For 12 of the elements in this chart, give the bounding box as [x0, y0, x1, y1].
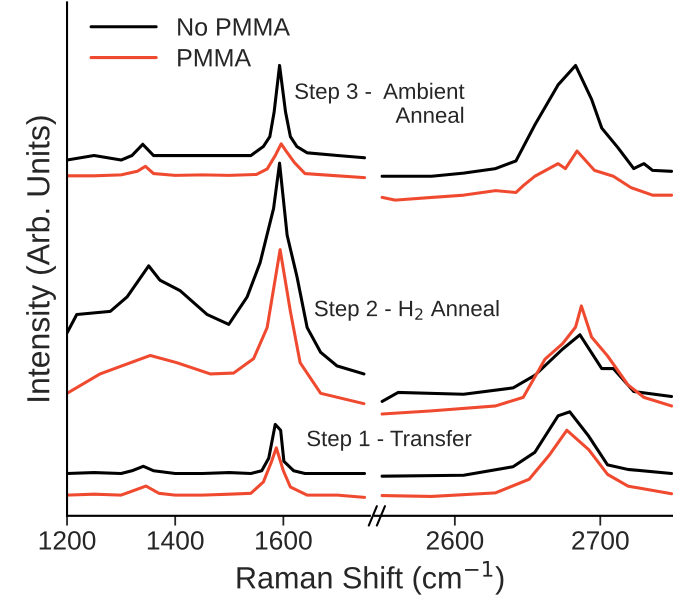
annotation: Step 3 - Ambient Anneal [295, 82, 464, 124]
legend-label: No PMMA [178, 18, 290, 36]
x-tick-label: 2700 [572, 531, 629, 550]
legend-label: PMMA [178, 49, 252, 66]
x-tick-label: 1600 [256, 531, 312, 550]
x-tick-label: 2600 [426, 531, 484, 550]
x-axis-title: Raman Shift (cm$^{−1}$) [237, 561, 504, 595]
y-axis-title: Intensity (Arb. Units) [26, 116, 56, 401]
annotation: Step 1 - Transfer [307, 430, 472, 451]
x-tick-label: 1200 [40, 531, 96, 550]
annotation: Step 2 - H$_{2}$ Anneal [314, 300, 498, 321]
x-tick-label: 1400 [148, 531, 204, 550]
